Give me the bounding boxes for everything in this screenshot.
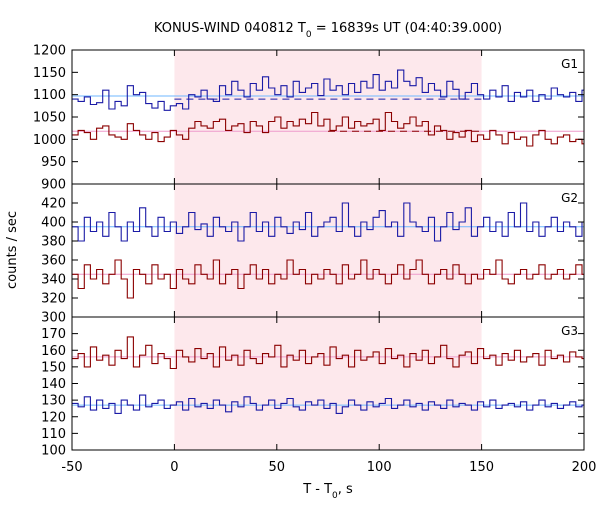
chart-title: KONUS-WIND 040812 T0 = 16839s UT (04:40:… (154, 21, 502, 40)
x-tick-label: 50 (269, 460, 286, 475)
x-tick-label: 100 (367, 460, 392, 475)
g1-panel-label: G1 (561, 57, 578, 71)
g2-y-tick-label: 380 (41, 235, 66, 250)
g3-y-tick-label: 170 (41, 327, 66, 342)
g1-y-tick-label: 1150 (33, 66, 66, 81)
g1-y-tick-label: 950 (41, 155, 66, 170)
highlight-layer (174, 50, 482, 450)
g1-y-tick-label: 1050 (33, 111, 66, 126)
x-tick-label: 150 (469, 460, 494, 475)
g3-y-tick-label: 140 (41, 377, 66, 392)
tick-layer: 90095010001050110011501200G1300320340360… (33, 44, 597, 476)
g1-y-tick-label: 1000 (33, 133, 66, 148)
g3-y-tick-label: 110 (41, 427, 66, 442)
g1-y-tick-label: 900 (41, 178, 66, 193)
g1-series-red (72, 111, 584, 147)
g2-y-tick-label: 400 (41, 216, 66, 231)
g2-y-tick-label: 360 (41, 254, 66, 269)
g2-panel-label: G2 (561, 191, 578, 205)
x-tick-label: 0 (170, 460, 178, 475)
g1-y-tick-label: 1200 (33, 44, 66, 59)
y-axis-label: counts / sec (5, 211, 20, 289)
g3-series-red (72, 336, 584, 370)
plot-layer (72, 69, 584, 414)
g2-y-tick-label: 300 (41, 311, 66, 326)
g1-y-tick-label: 1100 (33, 88, 66, 103)
g3-y-tick-label: 160 (41, 344, 66, 359)
g3-series-blue (72, 394, 584, 414)
x-tick-label: -50 (61, 460, 82, 475)
g3-y-tick-label: 150 (41, 360, 66, 375)
g2-y-tick-label: 320 (41, 292, 66, 307)
g2-series-blue (72, 202, 584, 242)
g2-series-red (72, 259, 584, 299)
g2-y-tick-label: 420 (41, 197, 66, 212)
x-tick-label: 200 (572, 460, 597, 475)
x-axis-label: T - T0, s (302, 482, 353, 500)
g3-y-tick-label: 120 (41, 410, 66, 425)
g3-y-tick-label: 130 (41, 394, 66, 409)
g3-panel-label: G3 (561, 324, 578, 338)
g2-y-tick-label: 340 (41, 273, 66, 288)
burst-interval-highlight (174, 50, 482, 450)
g3-y-tick-label: 100 (41, 444, 66, 459)
g1-series-blue (72, 69, 584, 111)
